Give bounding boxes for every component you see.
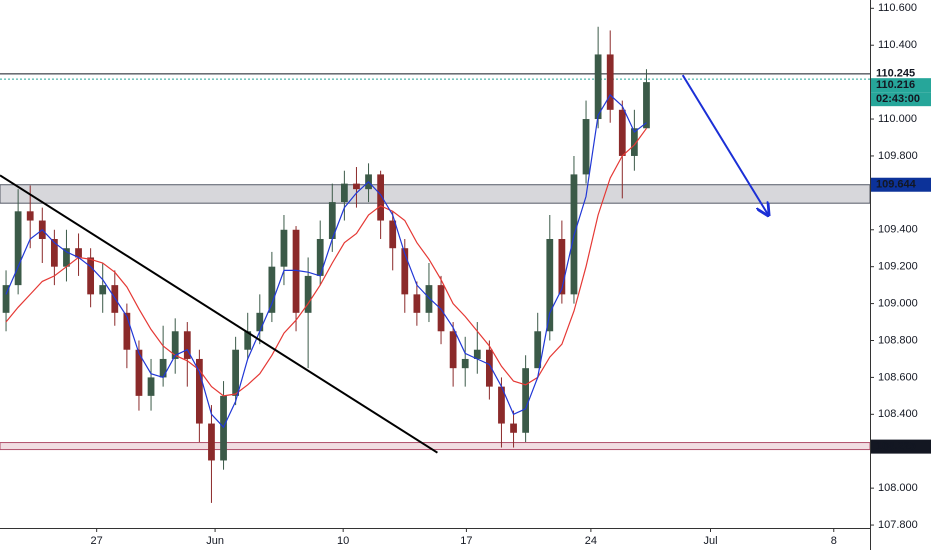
- moving-average: [5, 94, 647, 429]
- candle-body: [171, 331, 179, 359]
- candle-body: [75, 248, 82, 258]
- countdown: 02:43:00: [876, 93, 920, 105]
- candle-body: [220, 395, 227, 461]
- candle-body: [473, 349, 481, 359]
- price-label-box: [871, 66, 931, 81]
- candle-body: [630, 128, 638, 156]
- candle-body: [50, 238, 58, 267]
- candle-body: [389, 220, 397, 249]
- candle-body: [606, 54, 614, 110]
- price-label-box: [871, 439, 931, 454]
- y-tick-label: 109.800: [878, 150, 918, 162]
- y-tick-label: 110.000: [878, 113, 917, 125]
- y-tick-label: 108.400: [878, 408, 918, 420]
- candle-body: [534, 331, 542, 369]
- zone: [0, 184, 871, 204]
- candle-body: [643, 82, 650, 129]
- candle-body: [99, 285, 107, 295]
- candle-body: [582, 119, 590, 175]
- candle-body: [353, 183, 360, 190]
- candle-body: [135, 349, 143, 396]
- candle-body: [63, 248, 70, 267]
- y-tick-label: 108.000: [878, 482, 918, 494]
- countdown-box: [871, 92, 931, 107]
- x-tick-label: 24: [585, 535, 597, 547]
- arrow: [681, 74, 769, 215]
- candle-body: [2, 285, 10, 313]
- candle-body: [292, 229, 300, 313]
- candle-body: [522, 368, 530, 433]
- candle-body: [26, 211, 34, 221]
- candle-body: [510, 423, 517, 433]
- candle-body: [87, 257, 95, 295]
- y-tick-label: 107.800: [878, 519, 918, 531]
- candle-body: [268, 266, 276, 313]
- candle-body: [618, 109, 626, 156]
- candle-body: [594, 54, 602, 120]
- y-tick-label: 109.000: [878, 297, 918, 309]
- y-tick-label: 108.600: [878, 371, 918, 383]
- candle-body: [413, 294, 421, 313]
- zone-label: 109.644: [876, 179, 917, 191]
- y-tick-label: 110.400: [878, 39, 917, 51]
- candle-body: [183, 331, 191, 359]
- price-label: 110.245: [876, 68, 915, 80]
- candle-body: [377, 174, 385, 221]
- candle-body: [244, 331, 252, 350]
- zone: [0, 442, 871, 451]
- x-tick-label: 8: [831, 535, 837, 547]
- y-tick-label: 110.600: [878, 2, 917, 14]
- candle-body: [14, 211, 22, 286]
- candle-body: [304, 275, 312, 313]
- y-tick-label: 109.400: [878, 224, 918, 236]
- y-tick-label: 109.200: [878, 261, 918, 273]
- candle-body: [316, 238, 324, 276]
- candle-body: [498, 386, 505, 424]
- candle-body: [437, 285, 445, 332]
- candle-body: [328, 202, 336, 239]
- x-tick-label: 17: [460, 535, 472, 547]
- moving-average: [5, 127, 647, 397]
- y-tick-label: 108.800: [878, 334, 918, 346]
- price-label: 110.216: [876, 79, 915, 91]
- candle-body: [232, 349, 240, 396]
- candle-body: [208, 423, 215, 461]
- x-tick-label: 27: [91, 535, 103, 547]
- x-tick-label: Jun: [206, 535, 224, 547]
- price-label: 108.225: [876, 441, 916, 453]
- candle-body: [558, 238, 566, 295]
- zone-label-box: [871, 177, 931, 192]
- x-tick-label: 10: [337, 535, 349, 547]
- trendline: [0, 174, 438, 454]
- candle-body: [147, 377, 155, 396]
- candle-body: [546, 238, 554, 332]
- candle-body: [449, 331, 457, 369]
- candle-body: [159, 358, 167, 378]
- candle-body: [461, 358, 469, 369]
- candle-body: [256, 312, 264, 332]
- candle-body: [485, 349, 493, 387]
- candle-body: [280, 229, 288, 267]
- x-tick-label: Jul: [703, 535, 717, 547]
- candle-body: [425, 285, 433, 313]
- candle-body: [195, 358, 203, 424]
- candle-body: [401, 248, 409, 295]
- price-label-box: [871, 78, 931, 93]
- candle-body: [123, 312, 131, 350]
- candle-body: [340, 183, 348, 203]
